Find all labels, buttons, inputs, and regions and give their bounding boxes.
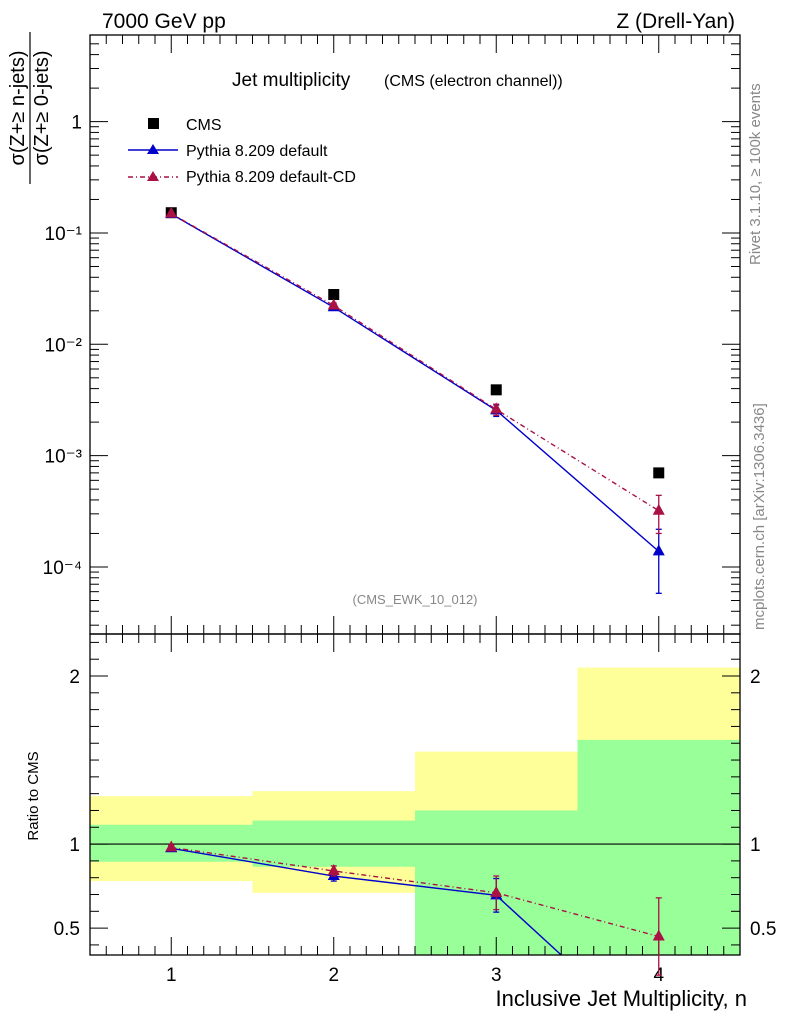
pythia-cd-point xyxy=(490,402,503,414)
pythia-point xyxy=(652,544,665,556)
analysis-watermark: (CMS_EWK_10_012) xyxy=(353,592,478,607)
ratio-pythia-line xyxy=(171,847,562,956)
upper-y-axis-label: σ(Z+≥ n-jets) σ(Z+≥ 0-jets) xyxy=(7,32,53,184)
x-tick-label: 2 xyxy=(328,965,339,986)
y-label-denominator: σ(Z+≥ 0-jets) xyxy=(31,51,53,166)
legend: CMS Pythia 8.209 default Pythia 8.209 de… xyxy=(128,117,356,186)
ratio-y-axis-label: Ratio to CMS xyxy=(25,751,42,840)
pythia-cd-line xyxy=(170,213,660,512)
cms-point xyxy=(653,467,665,479)
ratio-y-tick-label-right: 1 xyxy=(750,835,761,856)
legend-cms-marker xyxy=(148,118,159,129)
ratio-y-tick-label: 1 xyxy=(69,835,80,856)
pythia-cd-point xyxy=(327,298,340,310)
ratio-y-tick-label: 2 xyxy=(69,667,80,688)
ratio-pythia-cd-point xyxy=(327,863,340,875)
ratio-pythia-cd-point xyxy=(490,885,503,897)
legend-pythia-label: Pythia 8.209 default xyxy=(186,143,328,160)
mcplots-source-label: mcplots.cern.ch [arXiv:1306.3436] xyxy=(751,403,768,630)
cms-point xyxy=(328,289,340,301)
ratio-pythia-cd-line xyxy=(171,846,659,938)
ratio-y-tick-label: 0.5 xyxy=(54,919,80,940)
legend-pythia-cd-marker xyxy=(147,171,159,181)
y-tick-label: 10⁻¹ xyxy=(45,224,83,245)
cms-point xyxy=(490,384,502,396)
header-left: 7000 GeV pp xyxy=(102,10,226,33)
ratio-y-tick-label-right: 2 xyxy=(750,667,761,688)
x-tick-label: 3 xyxy=(491,965,502,986)
x-axis-label: Inclusive Jet Multiplicity, n xyxy=(496,986,747,1011)
legend-cms-label: CMS xyxy=(186,117,222,134)
legend-pythia-marker xyxy=(147,144,159,154)
y-label-numerator: σ(Z+≥ n-jets) xyxy=(7,51,29,166)
pythia-line xyxy=(170,213,660,552)
y-tick-label: 10⁻³ xyxy=(45,447,83,468)
chart-subtitle: (CMS (electron channel)) xyxy=(384,73,563,90)
y-tick-label: 10⁻² xyxy=(45,335,83,356)
pythia-cd-point xyxy=(165,206,178,218)
ratio-y-tick-label-right: 0.5 xyxy=(750,919,776,940)
header-right: Z (Drell-Yan) xyxy=(616,10,735,33)
ratio-pythia-cd-point xyxy=(165,840,178,852)
ratio-pythia-cd-point xyxy=(652,929,665,941)
legend-pythia-cd-label: Pythia 8.209 default-CD xyxy=(186,169,356,186)
rivet-version-label: Rivet 3.1.10, ≥ 100k events xyxy=(747,83,764,265)
y-tick-label: 1 xyxy=(71,113,82,134)
pythia-cd-point xyxy=(652,503,665,515)
x-tick-label: 1 xyxy=(166,965,177,986)
ratio-uncertainty-bands xyxy=(90,667,740,955)
y-tick-label: 10⁻⁴ xyxy=(43,558,82,579)
chart-title: Jet multiplicity xyxy=(232,70,351,91)
